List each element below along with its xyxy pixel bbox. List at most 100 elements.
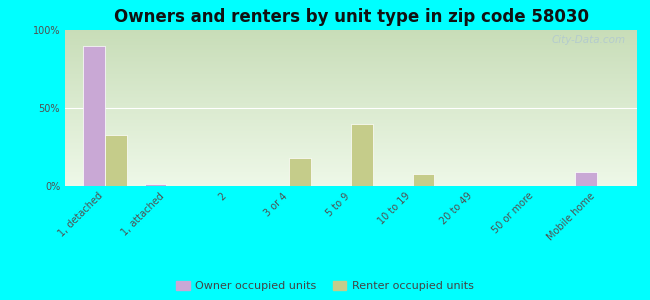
Bar: [65, 44, 637, 45]
Bar: [65, 75, 637, 76]
Bar: [65, 73, 637, 74]
Bar: [65, 160, 637, 161]
Bar: [65, 95, 637, 96]
Bar: [65, 53, 637, 54]
Bar: [65, 139, 637, 140]
Bar: [65, 78, 637, 79]
Bar: [65, 158, 637, 159]
Bar: [65, 116, 637, 117]
Bar: [65, 184, 637, 185]
Bar: [65, 181, 637, 182]
Bar: [105, 134, 127, 186]
Bar: [65, 85, 637, 86]
Bar: [65, 111, 637, 112]
Title: Owners and renters by unit type in zip code 58030: Owners and renters by unit type in zip c…: [114, 8, 588, 26]
Bar: [65, 115, 637, 116]
Bar: [65, 94, 637, 95]
Bar: [65, 45, 637, 46]
Bar: [65, 136, 637, 137]
Bar: [65, 182, 637, 183]
Bar: [65, 103, 637, 104]
Bar: [65, 110, 637, 111]
Bar: [65, 175, 637, 176]
Bar: [65, 83, 637, 84]
Bar: [65, 142, 637, 143]
Bar: [65, 124, 637, 125]
Bar: [65, 67, 637, 68]
Bar: [289, 158, 311, 186]
Bar: [65, 80, 637, 81]
Bar: [65, 117, 637, 118]
Bar: [65, 74, 637, 75]
Bar: [65, 145, 637, 146]
Bar: [65, 165, 637, 166]
Bar: [65, 144, 637, 145]
Bar: [65, 46, 637, 47]
Bar: [65, 72, 637, 73]
Bar: [65, 133, 637, 134]
Bar: [65, 163, 637, 164]
Bar: [65, 81, 637, 82]
Bar: [65, 100, 637, 101]
Bar: [65, 84, 637, 85]
Bar: [65, 140, 637, 141]
Legend: Owner occupied units, Renter occupied units: Owner occupied units, Renter occupied un…: [176, 281, 474, 291]
Bar: [65, 49, 637, 50]
Bar: [65, 37, 637, 38]
Bar: [65, 60, 637, 61]
Bar: [65, 178, 637, 179]
Bar: [65, 167, 637, 168]
Bar: [65, 121, 637, 122]
Bar: [65, 42, 637, 43]
Bar: [65, 185, 637, 186]
Bar: [65, 47, 637, 48]
Bar: [65, 86, 637, 87]
Bar: [65, 174, 637, 175]
Bar: [65, 120, 637, 121]
Bar: [65, 156, 637, 157]
Bar: [65, 130, 637, 131]
Bar: [65, 101, 637, 102]
Bar: [65, 88, 637, 89]
Bar: [65, 137, 637, 138]
Bar: [65, 170, 637, 171]
Bar: [65, 169, 637, 170]
Bar: [65, 55, 637, 56]
Bar: [65, 176, 637, 177]
Bar: [65, 52, 637, 53]
Bar: [65, 150, 637, 151]
Bar: [65, 119, 637, 120]
Bar: [65, 33, 637, 34]
Bar: [65, 89, 637, 90]
Bar: [65, 161, 637, 162]
Bar: [65, 171, 637, 172]
Bar: [65, 76, 637, 77]
Bar: [65, 40, 637, 41]
Bar: [65, 113, 637, 114]
Bar: [65, 41, 637, 42]
Bar: [65, 35, 637, 36]
Bar: [65, 134, 637, 135]
Bar: [65, 127, 637, 128]
Bar: [65, 56, 637, 57]
Bar: [575, 172, 597, 186]
Bar: [65, 164, 637, 165]
Bar: [65, 68, 637, 69]
Bar: [65, 57, 637, 58]
Bar: [65, 148, 637, 149]
Bar: [65, 32, 637, 33]
Bar: [65, 82, 637, 83]
Bar: [65, 54, 637, 55]
Bar: [65, 151, 637, 152]
Bar: [65, 61, 637, 62]
Bar: [65, 112, 637, 113]
Bar: [65, 107, 637, 108]
Bar: [65, 126, 637, 127]
Bar: [65, 39, 637, 40]
Bar: [65, 123, 637, 124]
Bar: [65, 58, 637, 59]
Bar: [65, 87, 637, 88]
Bar: [65, 118, 637, 119]
Bar: [65, 90, 637, 91]
Bar: [65, 125, 637, 126]
